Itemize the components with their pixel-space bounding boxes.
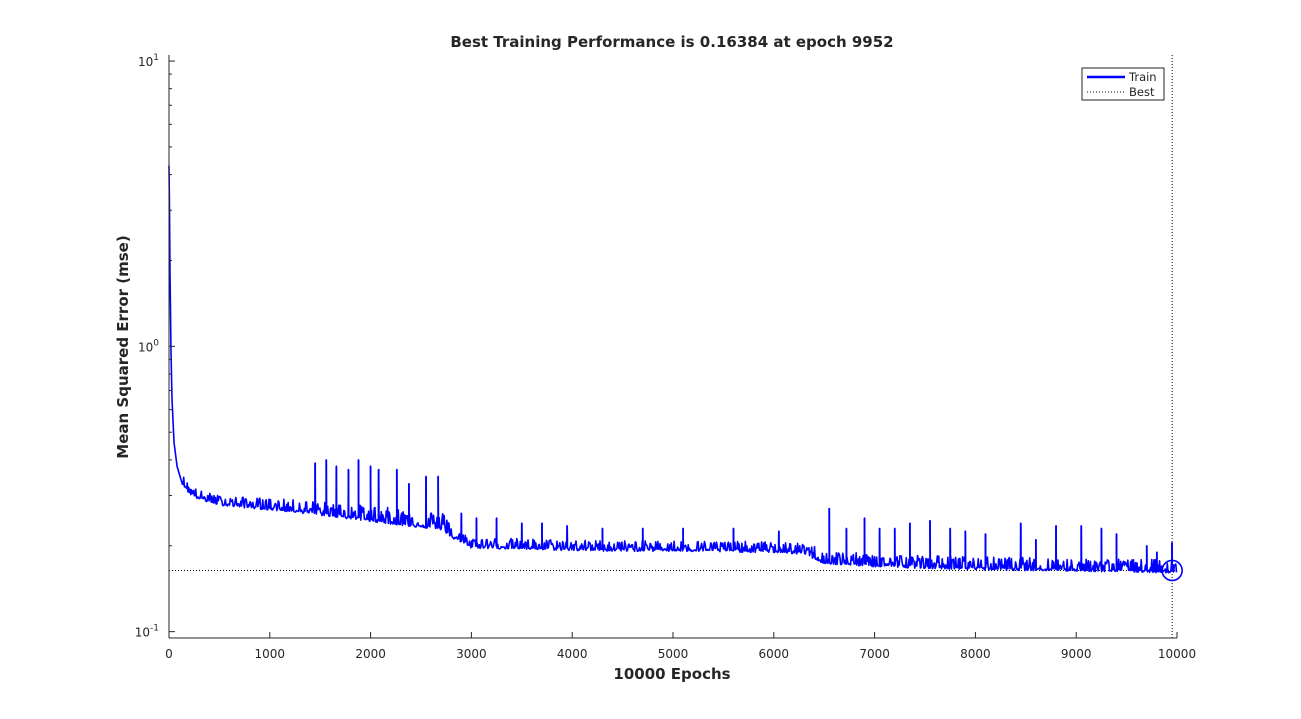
x-tick-label: 0 (165, 647, 173, 661)
axes-box (169, 55, 1177, 638)
legend: Train Best (1081, 67, 1165, 101)
x-tick-label: 5000 (658, 647, 689, 661)
x-tick-label: 1000 (255, 647, 286, 661)
x-ticks: 0 1000 2000 3000 4000 5000 6000 7000 8000 9000 100… (165, 632, 1196, 661)
y-tick-label: 10-1 (135, 624, 159, 640)
x-tick-label: 6000 (759, 647, 790, 661)
x-tick-label: 2000 (355, 647, 386, 661)
chart-title: Best Training Performance is 0.16384 at … (450, 33, 893, 51)
legend-best-label: Best (1129, 85, 1155, 99)
best-point-marker (1161, 559, 1183, 582)
train-series-line (168, 165, 1178, 574)
x-tick-label: 3000 (456, 647, 487, 661)
legend-train-label: Train (1128, 70, 1157, 84)
plot-area: 0 1000 2000 3000 4000 5000 6000 7000 8000 9000 100… (135, 53, 1196, 661)
x-axis-label: 10000 Epochs (613, 665, 730, 683)
x-tick-label: 9000 (1061, 647, 1092, 661)
y-tick-label: 100 (138, 338, 159, 354)
legend-box (1081, 67, 1165, 101)
x-tick-label: 7000 (859, 647, 890, 661)
data-layer (168, 55, 1183, 638)
x-tick-label: 4000 (557, 647, 588, 661)
x-tick-label: 8000 (960, 647, 991, 661)
y-ticks: 10-1 100 101 (135, 53, 175, 640)
x-tick-label: 10000 (1158, 647, 1196, 661)
y-axis-label: Mean Squared Error (mse) (114, 235, 132, 458)
y-tick-label: 101 (138, 53, 159, 69)
